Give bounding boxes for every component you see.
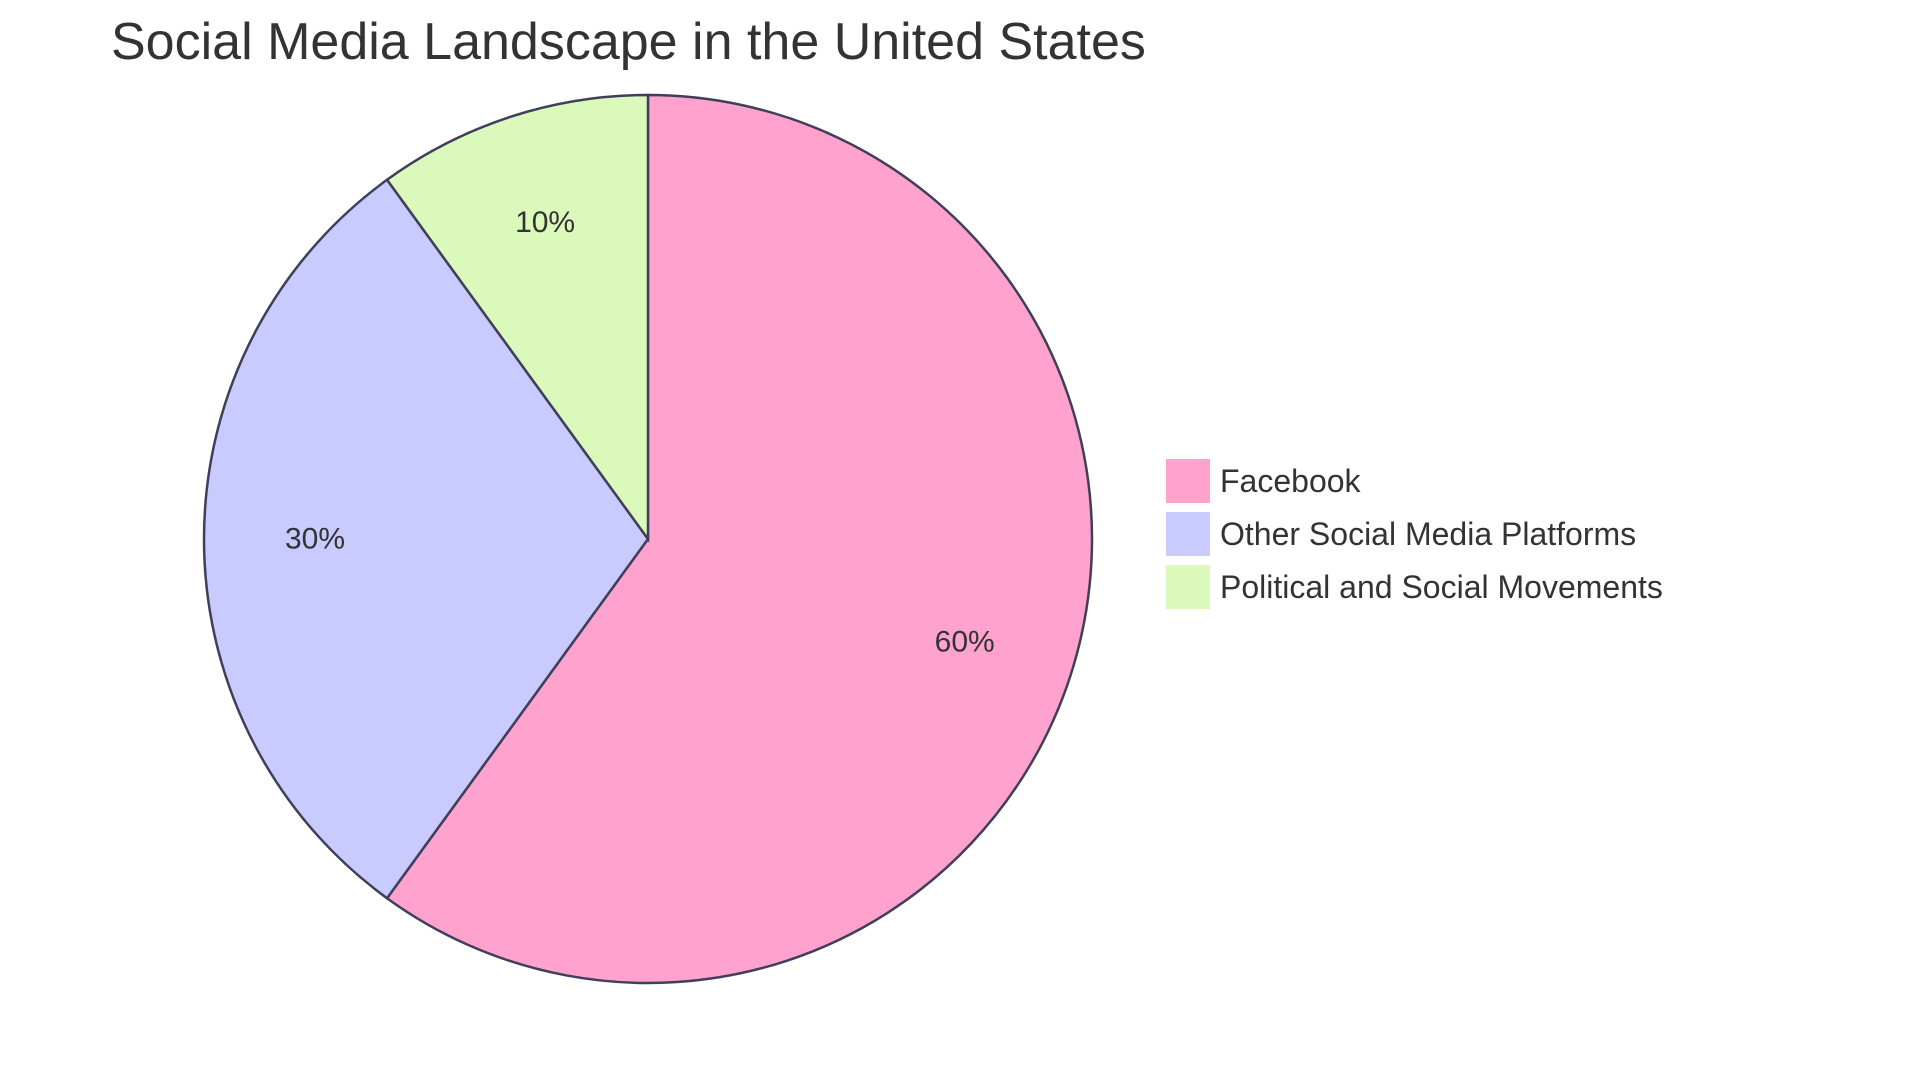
slice-data-label: 30% bbox=[285, 523, 345, 556]
slice-data-label: 60% bbox=[935, 625, 995, 658]
legend-label: Facebook bbox=[1220, 463, 1362, 499]
legend: Facebook Other Social Media Platforms Poli… bbox=[1166, 459, 1663, 609]
pie-slice-facebook bbox=[385, 93, 1094, 985]
legend-label: Other Social Media Platforms bbox=[1220, 516, 1636, 552]
pie-slices bbox=[202, 93, 1094, 985]
legend-swatch bbox=[1166, 512, 1210, 556]
legend-swatch bbox=[1166, 565, 1210, 609]
slice-data-label: 10% bbox=[515, 206, 575, 239]
slice-labels: 60% 30% 10% bbox=[285, 206, 995, 659]
pie-slice-political-and-social-movements bbox=[385, 93, 650, 543]
legend-label: Political and Social Movements bbox=[1220, 569, 1663, 605]
pie-slice-other-social-media-platforms bbox=[202, 178, 650, 900]
chart-title: Social Media Landscape in the United Sta… bbox=[111, 13, 1146, 71]
legend-swatch bbox=[1166, 459, 1210, 503]
